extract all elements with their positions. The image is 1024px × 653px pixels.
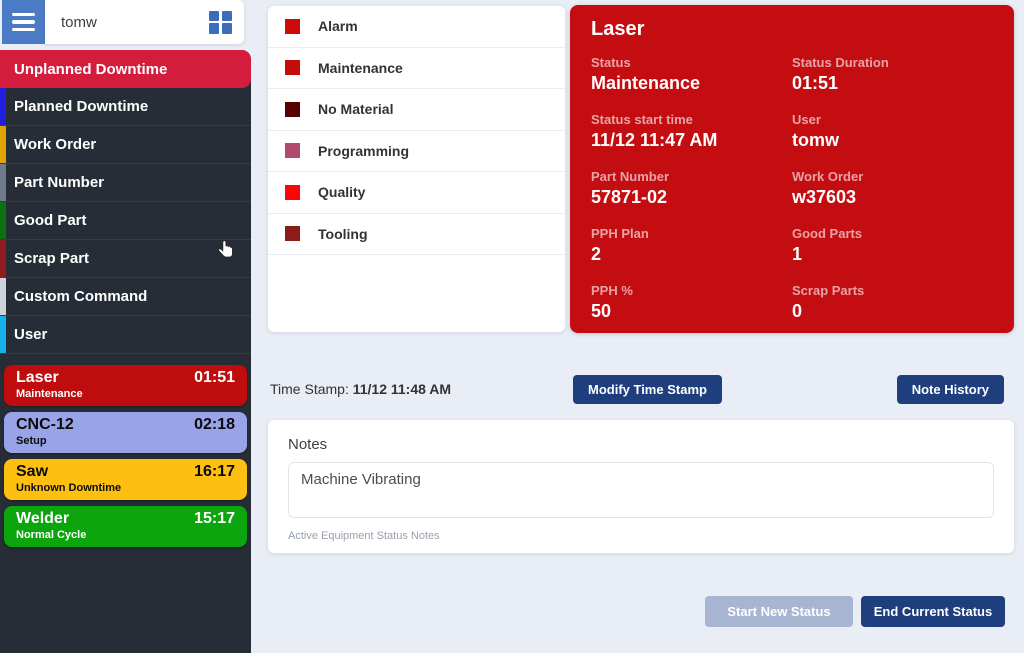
machine-name: Saw	[16, 463, 49, 480]
machine-tile-saw[interactable]: Saw 16:17 Unknown Downtime	[4, 459, 247, 500]
sidebar-item-part-number[interactable]: Part Number	[0, 164, 251, 202]
machine-tile-cnc-12[interactable]: CNC-12 02:18 Setup	[4, 412, 247, 453]
sidebar-item-user[interactable]: User	[0, 316, 251, 354]
sidebar-item-scrap-part[interactable]: Scrap Part	[0, 240, 251, 278]
machine-list: Laser 01:51 Maintenance CNC-12 02:18 Set…	[0, 354, 251, 547]
machine-name: Laser	[16, 369, 59, 386]
field-good-parts: Good Parts 1	[792, 226, 863, 264]
machine-duration: 16:17	[194, 463, 235, 480]
notes-input[interactable]: Machine Vibrating	[288, 462, 994, 518]
sidebar: Unplanned Downtime Planned Downtime Work…	[0, 50, 251, 653]
color-stripe	[0, 164, 6, 201]
hamburger-menu-button[interactable]	[2, 0, 45, 44]
reason-item-no-material[interactable]: No Material	[268, 89, 565, 131]
machine-status: Maintenance	[16, 388, 83, 400]
sidebar-item-unplanned-downtime[interactable]: Unplanned Downtime	[0, 50, 251, 88]
machine-status: Unknown Downtime	[16, 482, 122, 494]
modify-time-stamp-button[interactable]: Modify Time Stamp	[573, 375, 722, 404]
timestamp-value: 11/12 11:48 AM	[352, 381, 452, 397]
color-stripe	[0, 278, 6, 315]
field-status: Status Maintenance	[591, 55, 701, 93]
sidebar-header: tomw	[2, 0, 244, 44]
color-swatch	[285, 226, 300, 242]
sidebar-item-custom-command[interactable]: Custom Command	[0, 278, 251, 316]
reason-item-programming[interactable]: Programming	[268, 131, 565, 172]
color-swatch	[285, 60, 300, 76]
color-swatch	[285, 143, 300, 159]
user-input-value: tomw	[61, 13, 97, 31]
machine-name: Welder	[16, 510, 70, 527]
panel-title: Laser	[591, 18, 645, 40]
reason-item-quality[interactable]: Quality	[268, 172, 565, 214]
sidebar-item-planned-downtime[interactable]: Planned Downtime	[0, 88, 251, 126]
apps-grid-icon[interactable]	[209, 10, 232, 34]
notes-helper-text: Active Equipment Status Notes	[288, 530, 440, 542]
start-new-status-button[interactable]: Start New Status	[705, 596, 853, 627]
field-scrap-parts: Scrap Parts 0	[792, 283, 865, 321]
field-status-duration: Status Duration 01:51	[792, 55, 889, 93]
field-work-order: Work Order w37603	[792, 169, 864, 207]
note-history-button[interactable]: Note History	[896, 375, 1004, 404]
machine-duration: 15:17	[194, 510, 235, 527]
color-stripe	[0, 126, 6, 163]
machine-status: Setup	[16, 435, 47, 447]
field-pph-plan: PPH Plan 2	[591, 226, 649, 264]
field-pph-percent: PPH % 50	[591, 283, 633, 321]
machine-tile-welder[interactable]: Welder 15:17 Normal Cycle	[4, 506, 247, 547]
color-stripe	[0, 202, 6, 239]
machine-duration: 01:51	[194, 369, 235, 386]
sidebar-item-good-part[interactable]: Good Part	[0, 202, 251, 240]
color-stripe	[0, 316, 6, 353]
reason-item-alarm[interactable]: Alarm	[268, 6, 565, 48]
machine-status: Normal Cycle	[16, 529, 87, 541]
reason-item-maintenance[interactable]: Maintenance	[268, 48, 565, 89]
color-swatch	[285, 101, 300, 117]
hamburger-icon	[12, 12, 35, 17]
machine-duration: 02:18	[194, 416, 235, 433]
downtime-reason-list: Alarm Maintenance No Material Programmin…	[268, 6, 565, 332]
reason-item-tooling[interactable]: Tooling	[268, 214, 565, 255]
notes-card: Notes Machine Vibrating Active Equipment…	[268, 420, 1014, 553]
field-status-start-time: Status start time 11/12 11:47 AM	[591, 112, 718, 150]
end-current-status-button[interactable]: End Current Status	[861, 596, 1005, 627]
color-stripe	[0, 240, 6, 277]
machine-tile-laser[interactable]: Laser 01:51 Maintenance	[4, 365, 247, 406]
notes-label: Notes	[288, 436, 328, 453]
machine-name: CNC-12	[16, 416, 74, 433]
user-input[interactable]: tomw	[45, 0, 244, 44]
sidebar-item-work-order[interactable]: Work Order	[0, 126, 251, 164]
color-swatch	[285, 18, 300, 34]
footer-actions: Start New Status End Current Status	[268, 596, 1005, 627]
equipment-status-panel: Laser Status Maintenance Status Duration…	[570, 5, 1014, 333]
timestamp-text: Time Stamp: 11/12 11:48 AM	[270, 381, 452, 397]
timestamp-row: Time Stamp: 11/12 11:48 AM Modify Time S…	[270, 375, 1014, 404]
color-stripe	[0, 88, 6, 125]
field-user: User tomw	[792, 112, 839, 150]
color-swatch	[285, 184, 300, 200]
field-part-number: Part Number 57871-02	[591, 169, 670, 207]
